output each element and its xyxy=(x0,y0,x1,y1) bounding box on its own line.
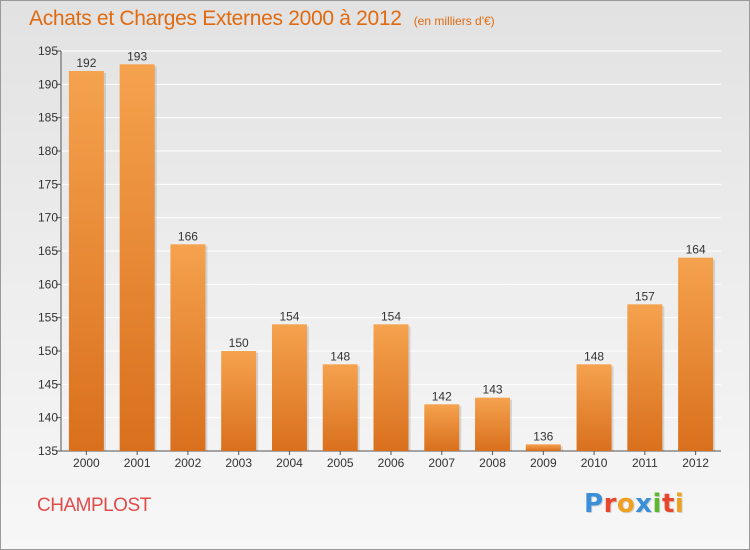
x-tick-label: 2007 xyxy=(428,456,455,470)
bar xyxy=(221,351,257,451)
x-tick-label: 2004 xyxy=(276,456,303,470)
data-label: 143 xyxy=(483,383,503,397)
bar xyxy=(424,404,460,451)
x-tick-label: 2009 xyxy=(530,456,557,470)
bar xyxy=(627,304,663,451)
proxiti-logo: Proxiti xyxy=(584,489,684,519)
chart-title-main: Achats et Charges Externes 2000 à 2012 xyxy=(29,7,402,30)
y-tick-label: 145 xyxy=(38,377,58,391)
bar xyxy=(322,364,358,451)
bar xyxy=(170,244,206,451)
logo-letter: r xyxy=(603,489,617,519)
bar xyxy=(68,71,104,451)
bar xyxy=(576,364,612,451)
data-label: 148 xyxy=(330,349,350,363)
labels: 135 140 145 150 155 160 165 170 175 180 185 190 195 1… xyxy=(38,44,709,470)
y-tick-label: 170 xyxy=(38,211,58,225)
y-tick-label: 155 xyxy=(38,311,58,325)
x-tick-label: 2000 xyxy=(73,456,100,470)
x-tick-label: 2008 xyxy=(479,456,506,470)
logo-letter: i xyxy=(652,489,662,519)
x-tick-label: 2005 xyxy=(327,456,354,470)
y-tick-label: 190 xyxy=(38,77,58,91)
data-label: 142 xyxy=(432,389,452,403)
y-tick-label: 135 xyxy=(38,444,58,458)
y-tick-label: 140 xyxy=(38,411,58,425)
data-label: 192 xyxy=(76,56,96,70)
x-tick-label: 2011 xyxy=(632,456,658,470)
bar xyxy=(678,257,714,451)
x-tick-label: 2002 xyxy=(175,456,202,470)
x-tick-label: 2010 xyxy=(581,456,608,470)
y-tick-label: 150 xyxy=(38,344,58,358)
data-label: 136 xyxy=(533,429,553,443)
y-tick-label: 195 xyxy=(38,44,58,58)
bar xyxy=(475,397,511,451)
data-label: 164 xyxy=(686,243,706,257)
bars xyxy=(68,64,716,452)
data-label: 157 xyxy=(635,289,655,303)
chart-title-unit: (en milliers d'€) xyxy=(413,14,495,28)
chart-title: Achats et Charges Externes 2000 à 2012 (e… xyxy=(29,7,495,31)
y-tick-label: 160 xyxy=(38,277,58,291)
data-label: 148 xyxy=(584,349,604,363)
bar xyxy=(525,444,561,451)
data-label: 166 xyxy=(178,229,198,243)
data-label: 154 xyxy=(279,309,299,323)
y-tick-label: 180 xyxy=(38,144,58,158)
x-tick-label: 2003 xyxy=(225,456,252,470)
bar xyxy=(119,64,155,452)
x-tick-label: 2006 xyxy=(378,456,405,470)
data-label: 154 xyxy=(381,309,401,323)
data-label: 150 xyxy=(229,336,249,350)
y-tick-label: 175 xyxy=(38,177,58,191)
x-tick-label: 2001 xyxy=(124,456,151,470)
bar xyxy=(373,324,409,451)
data-label: 193 xyxy=(127,49,147,63)
y-tick-label: 165 xyxy=(38,244,58,258)
bar xyxy=(271,324,307,451)
commune-name: CHAMPLOST xyxy=(37,495,151,516)
logo-letter: i xyxy=(674,489,685,519)
x-tick-label: 2012 xyxy=(682,456,709,470)
logo-letter: o xyxy=(616,489,636,519)
logo-letter: x xyxy=(635,489,653,519)
logo-letter: t xyxy=(661,489,675,519)
logo-letter: P xyxy=(584,489,604,519)
y-tick-label: 185 xyxy=(38,111,58,125)
